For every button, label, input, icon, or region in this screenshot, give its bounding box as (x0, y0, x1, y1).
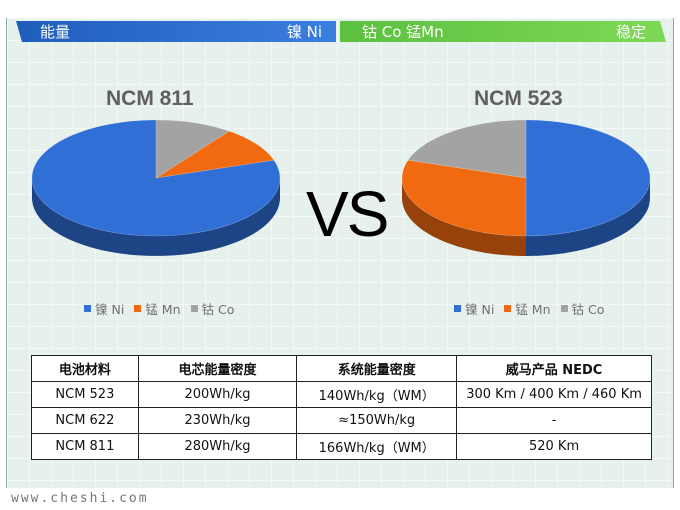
table-cell: NCM 523 (31, 381, 139, 408)
header-nedc-range: 威马产品 NEDC (456, 355, 652, 382)
pie-slice-co (407, 119, 527, 179)
cobalt-manganese-label: 钴 Co 锰Mn (362, 23, 444, 41)
battery-spec-table: 电池材料 电芯能量密度 系统能量密度 威马产品 NEDC NCM 523 200… (31, 355, 652, 460)
table-row: NCM 523 200Wh/kg 140Wh/kg（WM） 300 Km / 4… (31, 381, 652, 408)
table-cell: 520 Km (456, 433, 652, 460)
legend-item: 钴 Co (190, 299, 235, 318)
table-cell: 280Wh/kg (137, 433, 298, 460)
table-row: NCM 811 280Wh/kg 166Wh/kg（WM） 520 Km (31, 433, 652, 460)
table-cell: - (456, 407, 652, 434)
legend-item: 镍 Ni (454, 299, 494, 318)
legend-label: 锰 Mn (515, 302, 551, 317)
energy-banner: 能量 镍 Ni (16, 21, 336, 42)
table-cell: 300 Km / 400 Km / 460 Km (456, 381, 652, 408)
stability-banner: 钴 Co 锰Mn 稳定 (340, 21, 666, 42)
legend-ncm811: 镍 Ni 锰 Mn 钴 Co (84, 299, 234, 318)
legend-item: 镍 Ni (84, 299, 124, 318)
pie-chart-ncm811 (31, 119, 281, 256)
vs-label: VS (306, 178, 389, 250)
table-cell: 166Wh/kg（WM） (296, 433, 458, 460)
legend-label: 钴 Co (201, 302, 235, 317)
table-header-row: 电池材料 电芯能量密度 系统能量密度 威马产品 NEDC (31, 355, 652, 382)
legend-label: 锰 Mn (145, 302, 181, 317)
energy-label: 能量 (40, 23, 71, 41)
legend-label: 镍 Ni (465, 302, 495, 317)
table-row: NCM 622 230Wh/kg ≈150Wh/kg - (31, 407, 652, 434)
table-cell: 200Wh/kg (137, 381, 298, 408)
pie-chart-ncm523 (401, 119, 651, 256)
pie-title-ncm811: NCM 811 (106, 87, 194, 110)
pie-slice-ni (31, 119, 281, 237)
header-cell-density: 电芯能量密度 (137, 355, 298, 382)
legend-item: 锰 Mn (134, 299, 181, 318)
legend-item: 锰 Mn (504, 299, 551, 318)
pie-title-ncm523: NCM 523 (474, 87, 563, 110)
pie-slice-co (155, 119, 230, 179)
legend-label: 镍 Ni (95, 302, 125, 317)
pie-slice-mn (401, 159, 527, 237)
table-cell: 230Wh/kg (137, 407, 298, 434)
pie-slice-ni (525, 119, 651, 237)
nickel-label: 镍 Ni (286, 23, 322, 41)
pie-slice-mn (155, 130, 275, 179)
legend-ncm523: 镍 Ni 锰 Mn 钴 Co (454, 299, 604, 318)
stability-label: 稳定 (615, 23, 646, 41)
legend-label: 钴 Co (571, 302, 605, 317)
header-system-density: 系统能量密度 (296, 355, 458, 382)
header-material: 电池材料 (31, 355, 139, 382)
table-cell: ≈150Wh/kg (296, 407, 458, 434)
table-cell: NCM 811 (31, 433, 139, 460)
pie-side-wall (526, 178, 650, 256)
site-watermark: www.cheshi.com (11, 491, 149, 506)
table-cell: NCM 622 (31, 407, 139, 434)
legend-item: 钴 Co (560, 299, 605, 318)
pie-side-wall (32, 179, 280, 256)
table-cell: 140Wh/kg（WM） (296, 381, 458, 408)
pie-side-wall (402, 178, 526, 256)
